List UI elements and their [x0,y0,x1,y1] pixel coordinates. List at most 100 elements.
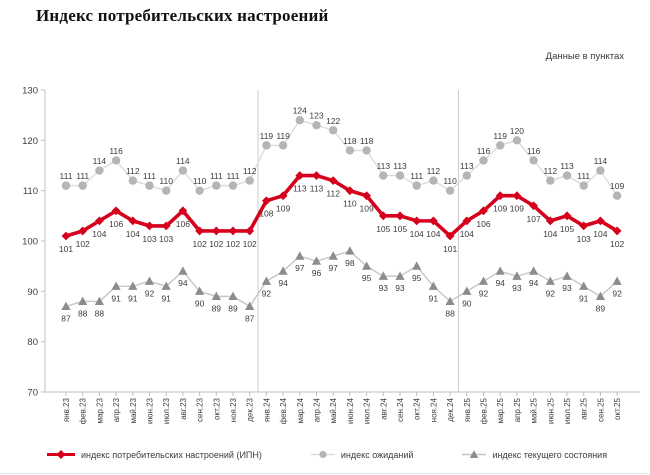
triangle-marker [94,296,104,305]
circle-marker [329,126,338,135]
x-tick-label: мар.25 [496,397,505,423]
y-tick-label: 80 [27,337,38,348]
value-label: 109 [493,204,507,214]
value-label: 111 [76,171,89,181]
value-label: 114 [176,156,190,166]
circle-marker [278,141,288,150]
circle-marker [596,166,605,175]
axes: 70 80 90 100 110 120 130 янв.23 фев.23 мар.23 апр.… [22,86,640,424]
circle-marker [579,181,588,190]
triangle-marker [311,256,322,265]
value-label: 88 [445,308,455,318]
circle-marker [61,181,71,190]
value-label: 110 [159,176,173,186]
value-label: 87 [245,313,255,323]
value-label: 109 [510,204,524,214]
circle-marker [345,146,355,155]
diamond-marker [211,226,221,236]
triangle-marker [495,266,505,275]
triangle-marker [144,276,155,285]
value-label: 97 [328,263,338,273]
value-label: 123 [309,111,323,121]
value-label: 91 [161,293,171,303]
value-label: 87 [61,313,71,323]
x-tick-label: апр.24 [313,397,322,422]
circle-marker [612,191,622,200]
legend: индекс потребительских настроений (ИПН) … [0,449,650,460]
value-label: 104 [426,229,440,239]
x-tick-label: май.25 [530,397,539,423]
y-tick-label: 120 [22,136,38,147]
value-label: 104 [410,229,424,239]
diamond-marker [111,206,121,216]
value-label: 93 [562,283,572,293]
diamond-marker [579,221,589,231]
circle-marker [529,156,538,165]
value-label: 119 [493,131,507,141]
diamond-marker [462,216,472,226]
value-label: 104 [126,229,140,239]
triangle-marker [228,291,238,300]
circle-marker [512,136,522,145]
value-label: 105 [393,224,407,234]
x-tick-label: мар.23 [95,397,104,423]
value-label: 110 [443,176,457,186]
circle-marker [178,166,188,175]
value-label: 116 [527,146,541,156]
y-tick-label: 110 [23,186,38,197]
triangle-marker [345,246,355,255]
value-label: 102 [226,239,240,249]
x-tick-label: дек.24 [446,397,455,421]
circle-marker [445,186,455,195]
diamond-marker [278,191,288,201]
y-tick-label: 90 [27,287,38,298]
circle-marker [395,171,405,180]
triangle-marker [545,276,555,285]
value-label: 106 [109,219,123,229]
legend-item-ipn: индекс потребительских настроений (ИПН) [46,449,262,460]
value-label: 113 [310,184,324,194]
value-label: 89 [228,303,238,313]
value-label: 92 [262,288,272,298]
diamond-marker [378,211,388,221]
value-label: 88 [95,308,105,318]
diamond-marker [262,196,271,206]
value-label: 122 [326,116,340,126]
diamond-marker [245,226,255,236]
circle-marker [312,121,321,130]
value-label: 103 [142,234,156,244]
units-note: Данные в пунктах [545,51,624,62]
circle-marker [479,156,488,165]
diamond-marker [395,211,405,221]
value-label: 104 [593,229,607,239]
value-label: 91 [111,293,121,303]
circle-marker [128,176,137,185]
diamond-marker [429,216,438,226]
value-label: 109 [360,204,374,214]
diamond-marker [61,231,71,241]
triangle-marker [261,276,271,285]
value-label: 106 [476,219,490,229]
value-label: 119 [276,131,290,141]
triangle-marker [128,281,138,290]
x-tick-label: янв.25 [463,397,472,422]
value-label: 92 [479,288,489,298]
triangle-marker [395,271,405,280]
circle-marker [195,186,204,195]
value-label: 112 [243,166,257,176]
triangle-marker [478,276,489,285]
diamond-marker [295,171,305,180]
value-label: 104 [92,229,106,239]
value-label: 111 [577,171,590,181]
value-label: 103 [577,234,591,244]
x-tick-label: окт.23 [212,397,221,419]
diamond-marker [495,191,505,201]
triangle-marker [211,291,221,300]
x-tick-label: май.24 [329,397,338,423]
x-tick-label: июл.25 [563,397,572,424]
triangle-marker [462,286,472,295]
triangle-marker [378,271,388,280]
value-label: 112 [544,166,558,176]
value-label: 91 [579,293,589,303]
